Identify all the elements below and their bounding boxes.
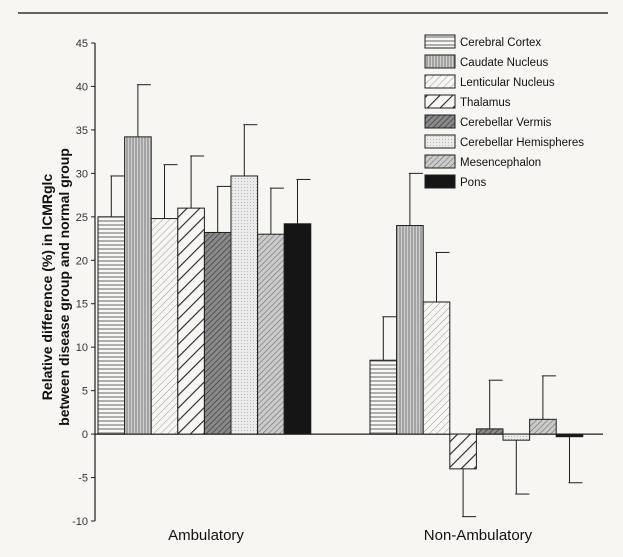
bar-cerebellar-vermis-non-ambulatory bbox=[475, 428, 504, 435]
bar-pons-ambulatory bbox=[283, 223, 312, 435]
bar-cerebral-cortex-ambulatory bbox=[97, 216, 126, 435]
legend-label-lenticular-nucleus: Lenticular Nucleus bbox=[460, 77, 555, 89]
legend-swatch-cerebellar-hemispheres bbox=[424, 134, 456, 149]
bar-lenticular-nucleus-ambulatory bbox=[150, 218, 179, 435]
legend-label-thalamus: Thalamus bbox=[460, 97, 511, 109]
bar-cerebellar-vermis-ambulatory bbox=[203, 231, 232, 435]
y-axis-label-line-2: between disease group and normal group bbox=[56, 148, 72, 426]
bar-cerebral-cortex-non-ambulatory bbox=[369, 359, 398, 435]
y-tick-label: 40 bbox=[76, 81, 88, 93]
bar-cerebellar-hemispheres-non-ambulatory bbox=[502, 433, 531, 441]
bars bbox=[97, 84, 584, 518]
y-tick-label: -5 bbox=[78, 473, 88, 485]
y-tick-label: 5 bbox=[82, 386, 88, 398]
legend-swatch-thalamus bbox=[424, 94, 456, 109]
bar-thalamus-ambulatory bbox=[177, 207, 205, 435]
y-tick-label: -10 bbox=[72, 516, 88, 528]
category-label-ambulatory: Ambulatory bbox=[168, 527, 244, 544]
legend-swatch-caudate-nucleus bbox=[424, 54, 456, 69]
legend-label-mesencephalon: Mesencephalon bbox=[460, 157, 541, 169]
y-tick-label: 30 bbox=[76, 168, 88, 180]
legend-label-cerebral-cortex: Cerebral Cortex bbox=[460, 37, 541, 49]
y-tick-label: 0 bbox=[82, 429, 88, 441]
bar-caudate-nucleus-ambulatory bbox=[124, 136, 152, 435]
y-tick-label: 25 bbox=[76, 212, 88, 224]
bar-mesencephalon-ambulatory bbox=[257, 233, 285, 435]
y-axis-label-line-1: Relative difference (%) in lCMRglc bbox=[39, 174, 55, 401]
bar-lenticular-nucleus-non-ambulatory bbox=[422, 301, 451, 435]
y-tick-label: 15 bbox=[76, 299, 88, 311]
y-tick-label: 35 bbox=[76, 125, 88, 137]
bar-cerebellar-hemispheres-ambulatory bbox=[230, 175, 259, 435]
bar-thalamus-non-ambulatory bbox=[449, 433, 477, 470]
legend-label-caudate-nucleus: Caudate Nucleus bbox=[460, 57, 548, 69]
legend-swatch-pons bbox=[424, 174, 456, 189]
bar-pons-non-ambulatory bbox=[555, 433, 584, 438]
y-tick-label: 45 bbox=[76, 38, 88, 50]
legend-label-pons: Pons bbox=[460, 177, 486, 189]
bar-caudate-nucleus-non-ambulatory bbox=[396, 225, 424, 435]
legend-swatch-cerebellar-vermis bbox=[424, 114, 456, 129]
category-label-non-ambulatory: Non-Ambulatory bbox=[424, 527, 533, 544]
legend-swatch-cerebral-cortex bbox=[424, 34, 456, 49]
legend: Cerebral Cortex Caudate Nucleus Lenticular… bbox=[424, 34, 584, 189]
legend-swatch-lenticular-nucleus bbox=[424, 74, 456, 89]
legend-label-cerebellar-hemispheres: Cerebellar Hemispheres bbox=[460, 137, 584, 149]
y-tick-label: 10 bbox=[76, 342, 88, 354]
y-tick-label: 20 bbox=[76, 255, 88, 267]
legend-swatch-mesencephalon bbox=[424, 154, 456, 169]
legend-label-cerebellar-vermis: Cerebellar Vermis bbox=[460, 117, 552, 129]
bar-mesencephalon-non-ambulatory bbox=[529, 418, 557, 435]
